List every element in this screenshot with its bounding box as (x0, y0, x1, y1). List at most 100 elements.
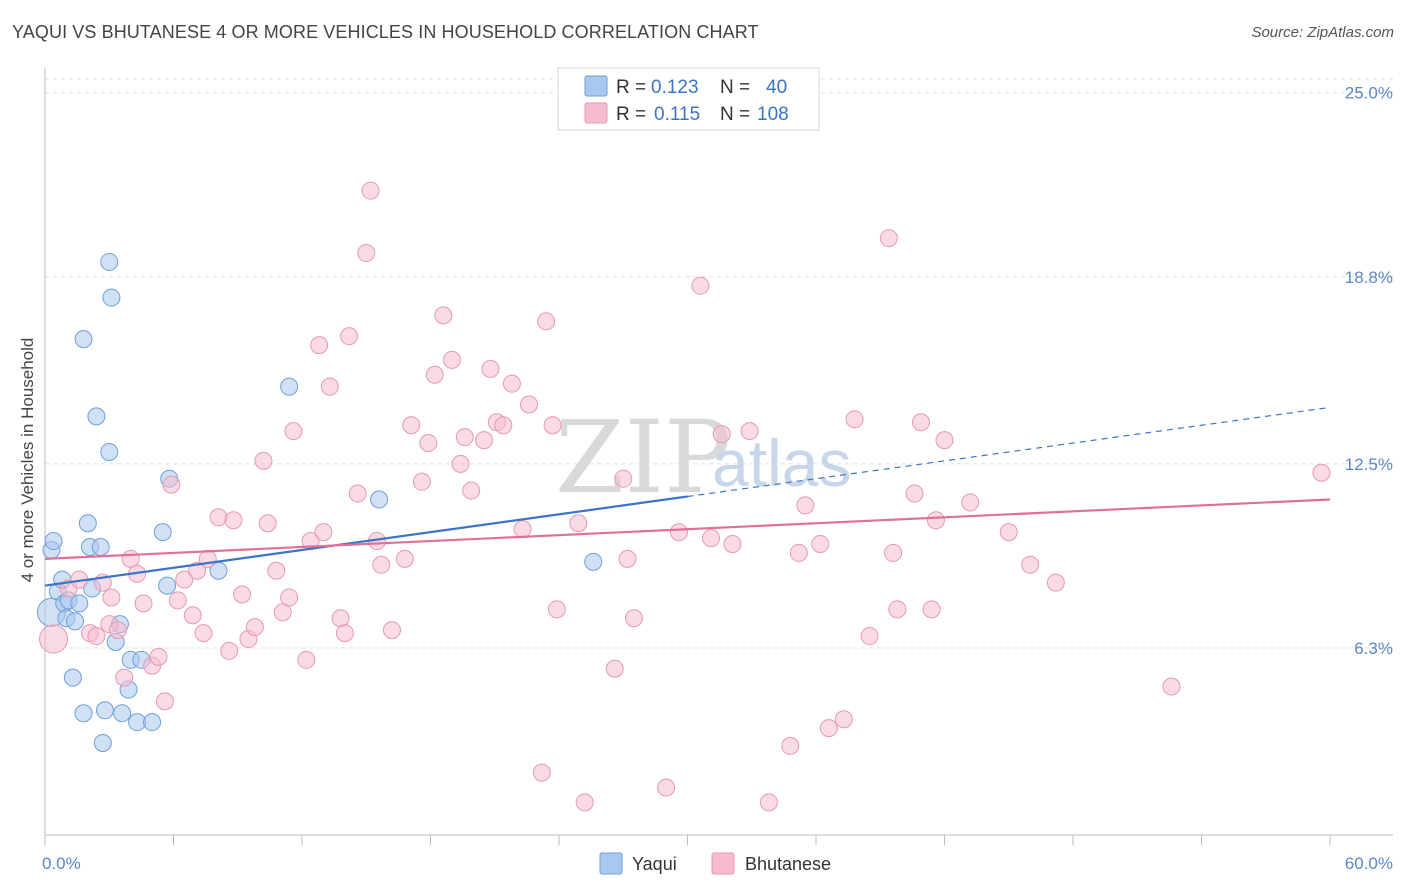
legend-swatch-yaqui (584, 75, 608, 97)
point-bhutanese (884, 543, 903, 562)
point-bhutanese (961, 493, 980, 512)
point-bhutanese (879, 229, 898, 248)
point-yaqui (63, 668, 82, 687)
bottom-legend-swatch-yaqui (599, 852, 623, 875)
point-bhutanese (115, 668, 134, 687)
point-bhutanese (314, 523, 333, 542)
point-bhutanese (494, 416, 513, 435)
point-bhutanese (273, 603, 292, 622)
bottom-legend-swatch-bhutanese (711, 852, 735, 875)
point-yaqui (158, 576, 177, 595)
axes (44, 68, 1393, 845)
point-bhutanese (811, 535, 830, 554)
point-bhutanese (532, 763, 551, 782)
point-bhutanese (233, 585, 252, 604)
point-bhutanese (183, 606, 202, 625)
point-bhutanese (412, 472, 431, 491)
legend-n-label-bhutanese: N = (720, 104, 750, 125)
legend-swatch-bhutanese (584, 102, 608, 124)
point-bhutanese (614, 469, 633, 488)
point-bhutanese (502, 374, 521, 393)
point-bhutanese (395, 549, 414, 568)
watermark-atlas: atlas (712, 426, 851, 500)
legend-r-value-bhutanese: 0.115 (654, 104, 700, 125)
trend-line-extension-yaqui (687, 406, 1331, 498)
point-bhutanese (926, 511, 945, 530)
point-bhutanese (740, 422, 759, 441)
point-yaqui (74, 330, 93, 349)
point-bhutanese (481, 359, 500, 378)
legend: R = 0.123 N = 40 R = 0.115 N = 108 (557, 67, 820, 131)
point-bhutanese (618, 549, 637, 568)
point-bhutanese (789, 543, 808, 562)
y-tick-label: 18.8% (1345, 268, 1393, 287)
point-bhutanese (155, 692, 174, 711)
point-bhutanese (149, 647, 168, 666)
point-yaqui (280, 377, 299, 396)
point-bhutanese (357, 244, 376, 263)
point-bhutanese (605, 659, 624, 678)
source-credit: Source: ZipAtlas.com (1251, 24, 1394, 41)
point-bhutanese (361, 181, 380, 200)
point-bhutanese (569, 514, 588, 533)
point-bhutanese (331, 609, 350, 628)
bottom-legend-label-yaqui: Yaqui (632, 854, 677, 874)
point-bhutanese (102, 588, 121, 607)
point-bhutanese (245, 618, 264, 637)
point-bhutanese (543, 416, 562, 435)
bottom-legend-label-bhutanese: Bhutanese (745, 854, 831, 874)
point-yaqui (100, 442, 119, 461)
point-bhutanese (267, 561, 286, 580)
point-bhutanese (434, 306, 453, 325)
point-bhutanese (537, 312, 556, 331)
point-bhutanese (442, 350, 461, 369)
point-bhutanese (759, 793, 778, 812)
point-yaqui (113, 704, 132, 723)
point-bhutanese (284, 422, 303, 441)
point-yaqui (87, 407, 106, 426)
point-bhutanese (888, 600, 907, 619)
point-yaqui (91, 537, 110, 556)
point-yaqui (128, 713, 147, 732)
point-bhutanese (911, 413, 930, 432)
point-bhutanese (922, 600, 941, 619)
point-bhutanese (475, 431, 494, 450)
point-bhutanese (1046, 573, 1065, 592)
point-bhutanese (162, 475, 181, 494)
point-bhutanese (834, 710, 853, 729)
point-bhutanese (547, 600, 566, 619)
bottom-legend: Yaqui Bhutanese (599, 852, 831, 875)
point-bhutanese (280, 588, 299, 607)
point-yaqui (70, 594, 89, 613)
point-yaqui (100, 252, 119, 271)
point-bhutanese (1312, 463, 1331, 482)
point-bhutanese (194, 624, 213, 643)
x-tick-min: 0.0% (42, 854, 81, 873)
point-bhutanese (819, 719, 838, 738)
point-yaqui (44, 532, 63, 551)
point-bhutanese (402, 416, 421, 435)
point-yaqui (65, 612, 84, 631)
legend-n-value-yaqui: 40 (766, 77, 787, 98)
legend-r-label-bhutanese: R = (616, 104, 646, 125)
point-yaqui (78, 514, 97, 533)
legend-n-label-yaqui: N = (720, 77, 750, 98)
point-bhutanese (691, 276, 710, 295)
chart-title: YAQUI VS BHUTANESE 4 OR MORE VEHICLES IN… (12, 22, 759, 42)
y-tick-labels: 6.3% 12.5% 18.8% 25.0% (1345, 84, 1393, 658)
point-bhutanese (310, 336, 329, 355)
y-tick-label: 25.0% (1345, 84, 1393, 103)
point-bhutanese (348, 484, 367, 503)
legend-n-value-bhutanese: 108 (757, 104, 789, 125)
point-bhutanese (297, 650, 316, 669)
trend-line-yaqui (44, 495, 688, 587)
point-bhutanese (999, 523, 1018, 542)
point-bhutanese (462, 481, 481, 500)
point-yaqui (93, 733, 112, 752)
point-bhutanese (39, 624, 69, 654)
point-bhutanese (419, 434, 438, 453)
point-yaqui (95, 701, 114, 720)
point-bhutanese (935, 431, 954, 450)
y-tick-label: 12.5% (1345, 455, 1393, 474)
